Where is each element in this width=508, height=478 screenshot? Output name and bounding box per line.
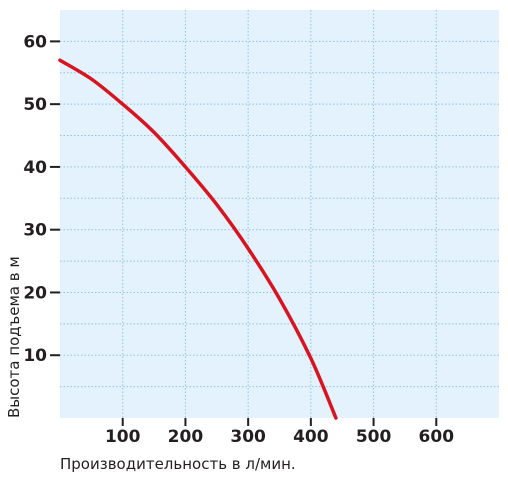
y-axis-title: Высота подъема в м	[5, 256, 23, 418]
x-tick-label: 600	[419, 427, 455, 447]
x-axis: 100 200 300 400 500 600	[105, 418, 454, 447]
grid	[60, 10, 499, 418]
x-tick-label: 500	[356, 427, 392, 447]
y-tick-label: 60	[23, 32, 47, 52]
x-axis-title: Производительность в л/мин.	[60, 455, 296, 473]
y-tick-label: 40	[23, 158, 47, 178]
x-tick-label: 200	[168, 427, 204, 447]
y-tick-label: 10	[23, 346, 47, 366]
y-tick-label: 30	[23, 221, 47, 241]
y-axis: 10 20 30 40 50 60	[23, 32, 60, 366]
y-tick-label: 20	[23, 283, 47, 303]
performance-curve	[58, 58, 338, 420]
x-tick-label: 300	[230, 427, 266, 447]
x-tick-label: 400	[293, 427, 329, 447]
x-tick-label: 100	[105, 427, 141, 447]
y-tick-label: 50	[23, 95, 47, 115]
plot-area	[60, 10, 499, 418]
